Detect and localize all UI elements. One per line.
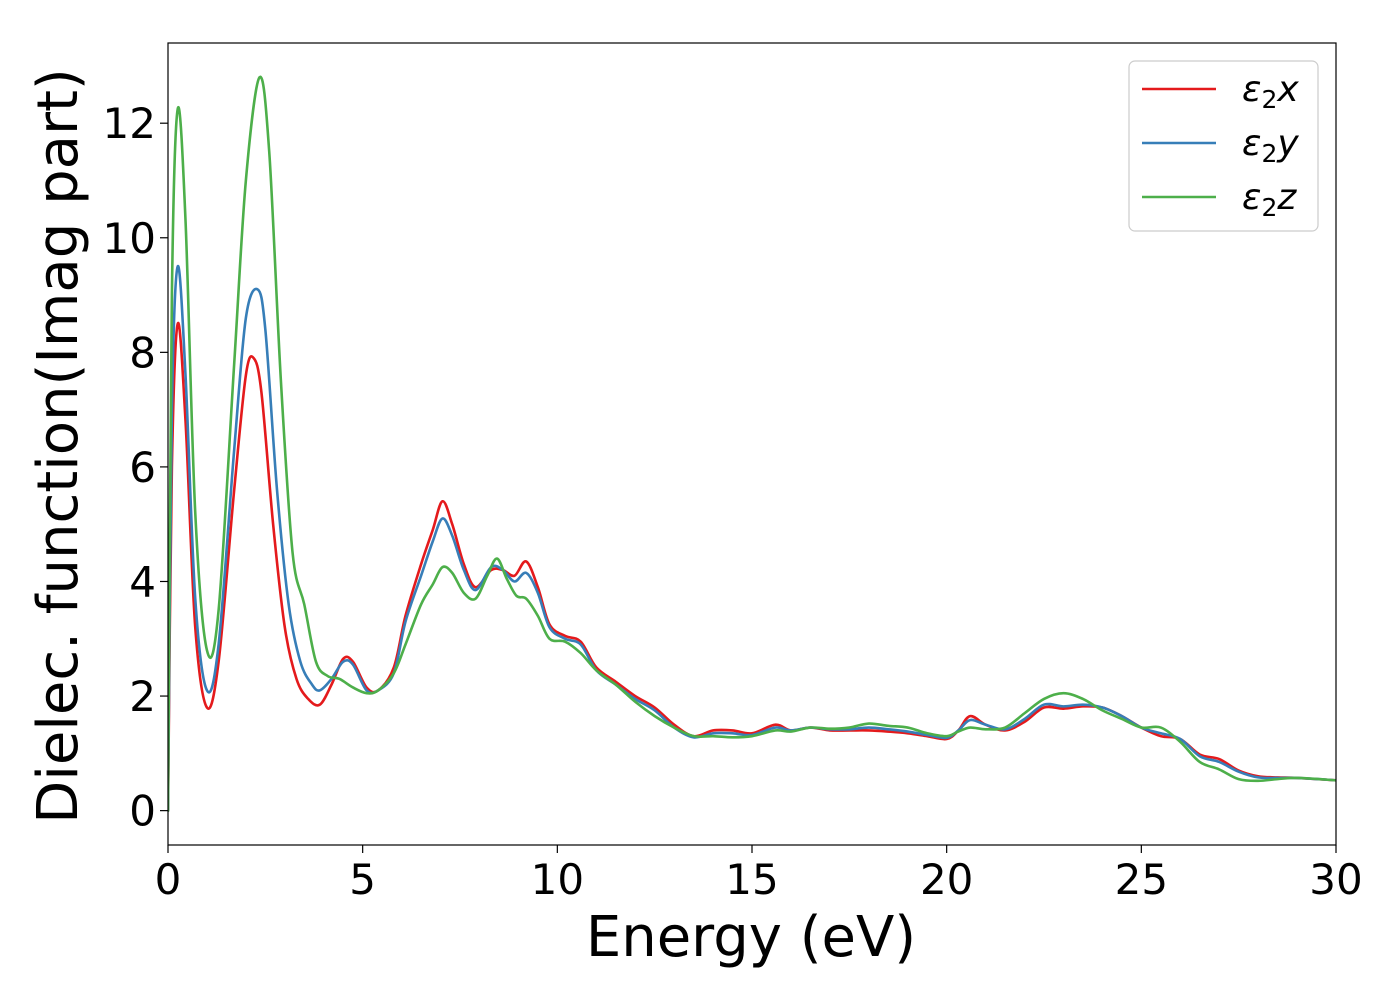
- y-tick-label: 8: [129, 328, 156, 377]
- legend: ε2x ε2y ε2z: [1128, 60, 1319, 232]
- legend-label-y: ε2y: [1242, 123, 1299, 168]
- y-axis: 0 2 4 6 8 10 12: [103, 99, 168, 836]
- x-tick-label: 20: [920, 855, 973, 904]
- x-tick-label: 25: [1115, 855, 1168, 904]
- y-axis-title: Dielec. function(Imag part): [26, 68, 91, 824]
- x-tick-label: 30: [1309, 855, 1362, 904]
- x-tick-label: 10: [531, 855, 584, 904]
- legend-label-x: ε2x: [1242, 69, 1299, 114]
- series-line-x: [168, 321, 1336, 812]
- x-axis: 0 5 10 15 20 25 30: [155, 845, 1363, 904]
- x-tick-label: 5: [349, 855, 376, 904]
- series-line-z: [168, 75, 1336, 812]
- legend-label-z: ε2z: [1242, 177, 1297, 222]
- y-tick-label: 12: [103, 99, 156, 148]
- x-axis-title: Energy (eV): [586, 905, 916, 970]
- y-tick-label: 6: [129, 443, 156, 492]
- legend-box: [1128, 60, 1319, 232]
- y-tick-label: 2: [129, 672, 156, 721]
- series-lines: [168, 75, 1336, 812]
- y-tick-label: 0: [129, 787, 156, 836]
- y-tick-label: 10: [103, 214, 156, 263]
- x-tick-label: 0: [155, 855, 182, 904]
- x-tick-label: 15: [725, 855, 778, 904]
- series-line-y: [168, 265, 1336, 812]
- y-tick-label: 4: [129, 557, 156, 606]
